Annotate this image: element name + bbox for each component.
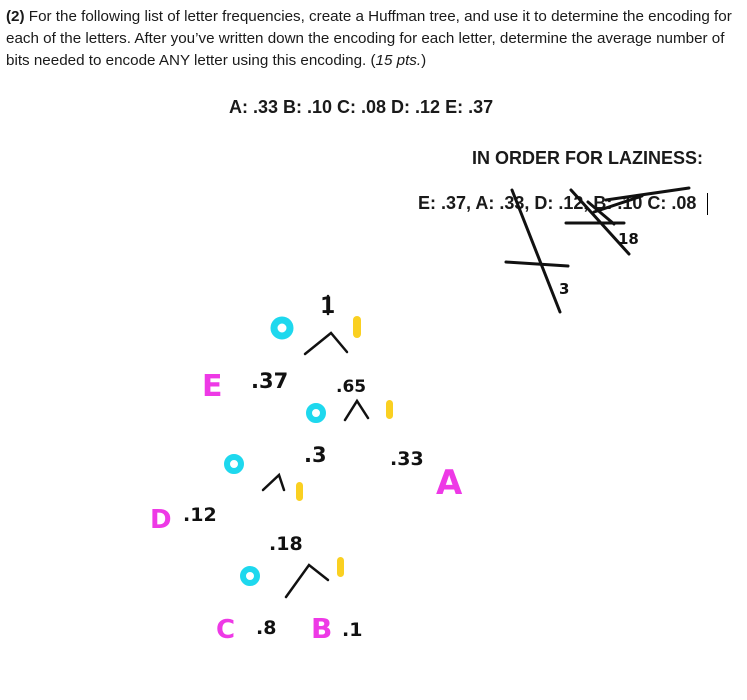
tree-branches bbox=[261, 294, 370, 599]
strikeout-scribbles bbox=[504, 186, 691, 314]
question-points: 15 pts. bbox=[375, 52, 422, 69]
root-label: 1 bbox=[320, 294, 335, 319]
letter-d: D bbox=[150, 505, 172, 535]
node-65: .65 bbox=[336, 377, 366, 397]
scribble-label-18: 18 bbox=[618, 230, 639, 248]
bit-1-yellow-4 bbox=[337, 557, 344, 577]
value-d: .12 bbox=[183, 504, 217, 526]
question-number: (2) bbox=[6, 8, 25, 25]
bit-0-cyan-4 bbox=[240, 566, 260, 586]
bit-1-yellow-2 bbox=[386, 400, 393, 419]
bit-0-cyan-1 bbox=[270, 316, 294, 340]
value-a: .33 bbox=[390, 448, 424, 470]
value-c: .8 bbox=[256, 617, 276, 639]
node-18: .18 bbox=[269, 533, 303, 555]
letter-b: B bbox=[311, 612, 332, 645]
given-frequencies: A: .33 B: .10 C: .08 D: .12 E: .37 bbox=[229, 97, 494, 117]
scribble-label-3: 3 bbox=[559, 280, 569, 298]
value-b: .1 bbox=[342, 619, 362, 641]
letter-e: E bbox=[202, 369, 223, 404]
letter-c: C bbox=[216, 615, 235, 645]
text-cursor bbox=[707, 193, 708, 215]
bit-0-cyan-2 bbox=[306, 403, 326, 423]
question-text: (2) For the following list of letter fre… bbox=[6, 8, 732, 69]
question-body: For the following list of letter frequen… bbox=[6, 8, 732, 69]
order-heading: IN ORDER FOR LAZINESS: bbox=[472, 148, 704, 168]
value-e: .37 bbox=[251, 369, 288, 393]
letter-a: A bbox=[436, 463, 463, 503]
bit-0-cyan-3 bbox=[224, 454, 244, 474]
node-3: .3 bbox=[304, 443, 327, 467]
bit-1-yellow-3 bbox=[296, 482, 303, 501]
bit-1-yellow-1 bbox=[353, 316, 361, 338]
